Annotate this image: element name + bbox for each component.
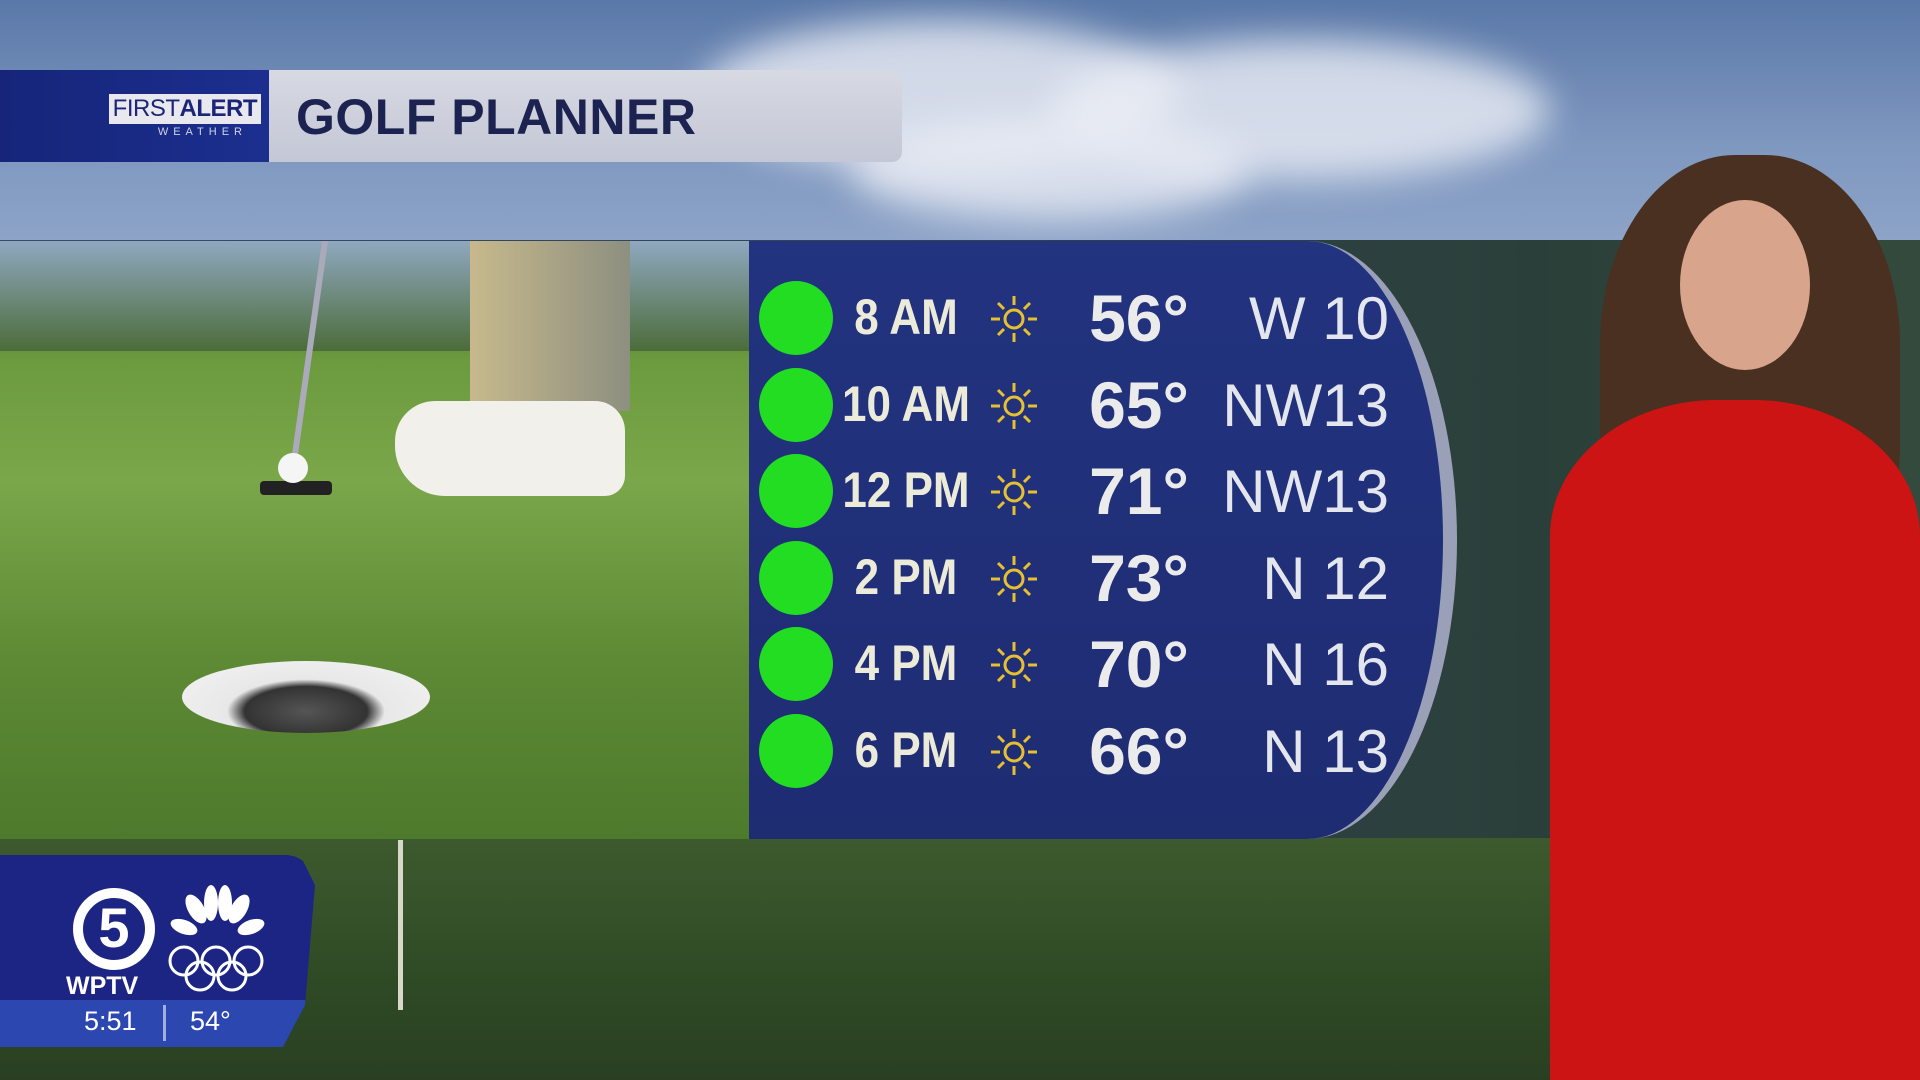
page-title: GOLF PLANNER bbox=[296, 89, 697, 145]
forecast-wind: N 12 bbox=[1262, 544, 1389, 612]
forecast-row: 4 PM 70° N 16 bbox=[749, 624, 1449, 704]
status-indicator bbox=[759, 714, 833, 788]
status-indicator bbox=[759, 627, 833, 702]
forecast-wind: NW13 bbox=[1222, 371, 1389, 439]
sun-icon bbox=[989, 640, 1039, 690]
forecast-time: 10 AM bbox=[842, 375, 970, 432]
forecast-temp: 70° bbox=[1089, 627, 1189, 702]
trees bbox=[0, 241, 749, 351]
forecast-time: 8 AM bbox=[854, 289, 958, 345]
forecast-temp: 71° bbox=[1089, 454, 1189, 529]
forecast-temp: 73° bbox=[1089, 540, 1189, 615]
flagpole bbox=[398, 840, 403, 1010]
current-time: 5:51 bbox=[84, 1006, 137, 1036]
divider bbox=[163, 1005, 166, 1041]
olympic-rings-icon bbox=[168, 945, 264, 992]
forecast-time: 12 PM bbox=[842, 462, 970, 519]
golf-photo bbox=[0, 241, 749, 839]
status-indicator bbox=[759, 281, 833, 355]
forecast-panel: 8 AM 56° W 10 10 AM 65° NW13 12 PM 71° N… bbox=[749, 241, 1457, 839]
forecast-row: 2 PM 73° N 12 bbox=[749, 538, 1449, 618]
forecast-row: 6 PM 66° N 13 bbox=[749, 711, 1449, 791]
status-indicator bbox=[759, 367, 833, 442]
status-indicator bbox=[759, 540, 833, 615]
forecast-time: 6 PM bbox=[854, 722, 958, 778]
station-name: WPTV bbox=[66, 972, 139, 1000]
forecast-wind: NW13 bbox=[1222, 458, 1389, 526]
forecast-time: 2 PM bbox=[854, 548, 958, 605]
logo-text-bold: ALERT bbox=[179, 95, 258, 122]
forecast-wind: N 13 bbox=[1262, 718, 1389, 785]
putter-head bbox=[260, 481, 332, 495]
golf-shoe bbox=[395, 401, 625, 496]
golfer-legs bbox=[470, 241, 630, 411]
sky-background bbox=[0, 0, 1920, 245]
sun-icon bbox=[989, 727, 1039, 777]
forecast-time: 4 PM bbox=[854, 635, 958, 692]
forecast-row: 10 AM 65° NW13 bbox=[749, 365, 1449, 445]
golf-ball bbox=[278, 453, 308, 483]
logo-text: FIRST bbox=[112, 95, 180, 122]
forecast-wind: N 16 bbox=[1262, 631, 1389, 699]
forecast-row: 12 PM 71° NW13 bbox=[749, 451, 1449, 531]
sun-icon bbox=[989, 294, 1039, 344]
channel-5-logo: 5 bbox=[73, 888, 155, 970]
golf-hole bbox=[182, 661, 430, 733]
presenter bbox=[1550, 400, 1920, 1080]
presenter-face bbox=[1680, 200, 1810, 370]
forecast-wind: W 10 bbox=[1248, 285, 1389, 352]
station-bug: 5 WPTV 5:51 54° bbox=[0, 855, 315, 1047]
current-temp: 54° bbox=[190, 1006, 231, 1036]
cloud bbox=[850, 120, 1250, 220]
forecast-temp: 65° bbox=[1089, 367, 1189, 442]
forecast-row: 8 AM 56° W 10 bbox=[749, 278, 1449, 358]
first-alert-logo: FIRSTALERT WEATHER bbox=[0, 70, 269, 162]
sun-icon bbox=[989, 381, 1039, 431]
nbc-peacock-icon bbox=[170, 885, 265, 936]
forecast-temp: 66° bbox=[1089, 714, 1189, 788]
sun-icon bbox=[989, 467, 1039, 517]
sun-icon bbox=[989, 554, 1039, 604]
forecast-temp: 56° bbox=[1089, 281, 1189, 355]
status-indicator bbox=[759, 454, 833, 529]
time-temp-strip bbox=[0, 1000, 315, 1047]
logo-subtext: WEATHER bbox=[157, 126, 247, 138]
